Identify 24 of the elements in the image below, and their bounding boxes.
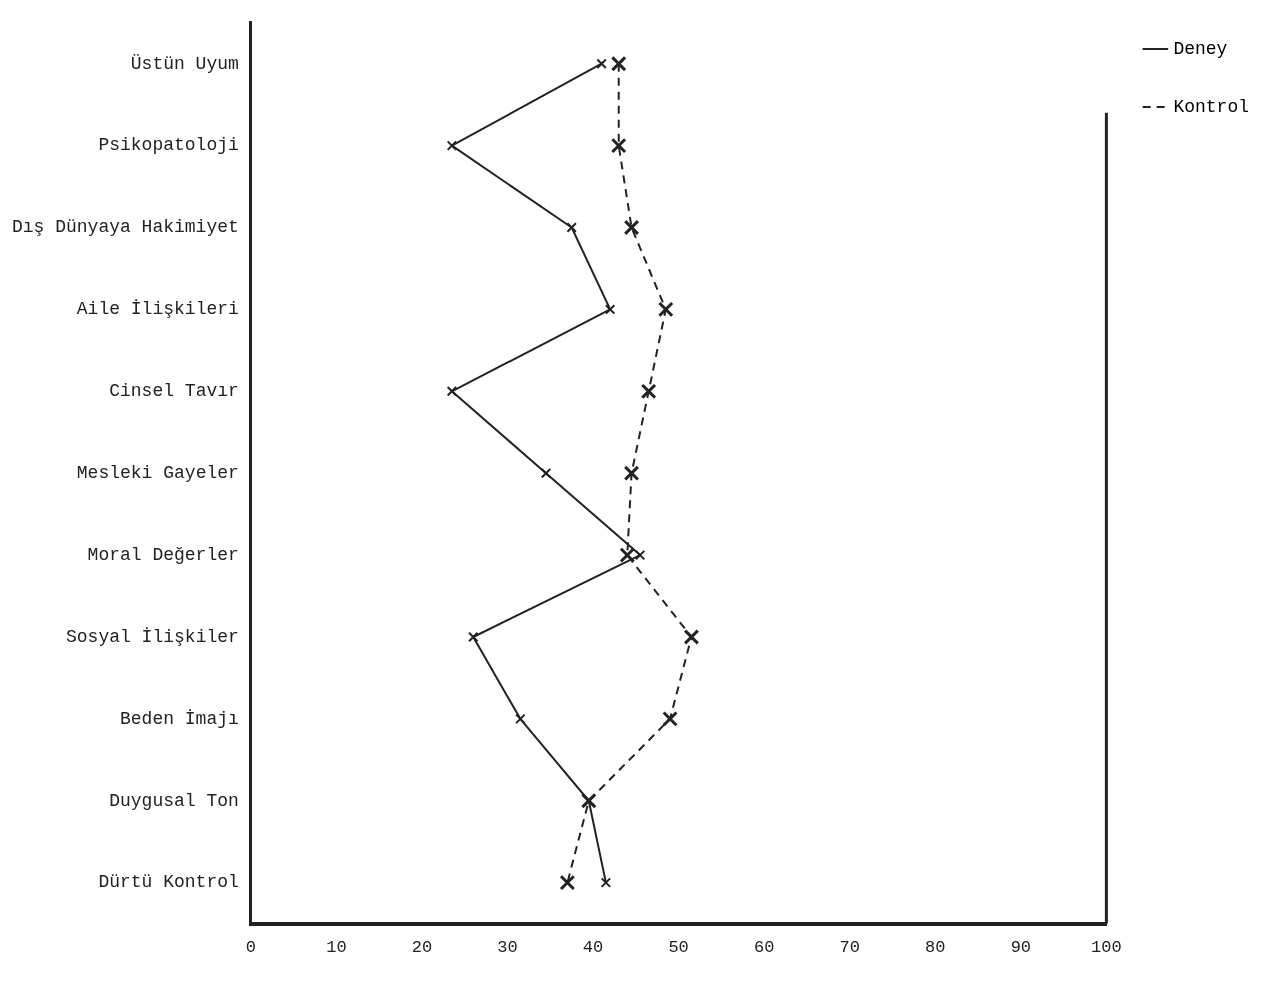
x-tick-label: 90 [1010, 938, 1032, 958]
y-tick-label: Dürtü Kontrol [98, 872, 239, 893]
y-tick-label: Beden İmajı [120, 708, 239, 729]
x-tick-label: 50 [668, 938, 689, 958]
x-tick-label: 10 [326, 938, 347, 958]
x-tick-label: 60 [753, 938, 775, 958]
y-tick-label: Cinsel Tavır [109, 381, 239, 402]
y-tick-label: Dış Dünyaya Hakimiyet [11, 217, 239, 238]
y-tick-label: Sosyal İlişkiler [66, 626, 239, 647]
x-tick-label: 80 [925, 938, 946, 958]
x-tick-label: 30 [497, 938, 518, 958]
y-tick-label: Duygusal Ton [109, 790, 239, 811]
legend-label: Deney [1173, 38, 1228, 59]
x-tick-label: 20 [411, 938, 433, 958]
legend-label: Kontrol [1173, 96, 1250, 117]
x-tick-label: 100 [1091, 938, 1122, 958]
x-tick-label: 40 [582, 938, 604, 958]
y-tick-label: Üstün Uyum [130, 53, 239, 74]
y-tick-label: Moral Değerler [87, 544, 239, 565]
x-tick-label: 70 [839, 938, 860, 958]
y-tick-label: Psikopatoloji [98, 135, 239, 156]
y-tick-label: Aile İlişkileri [76, 299, 239, 320]
x-tick-label: 0 [245, 938, 256, 958]
y-tick-label: Mesleki Gayeler [76, 462, 239, 483]
